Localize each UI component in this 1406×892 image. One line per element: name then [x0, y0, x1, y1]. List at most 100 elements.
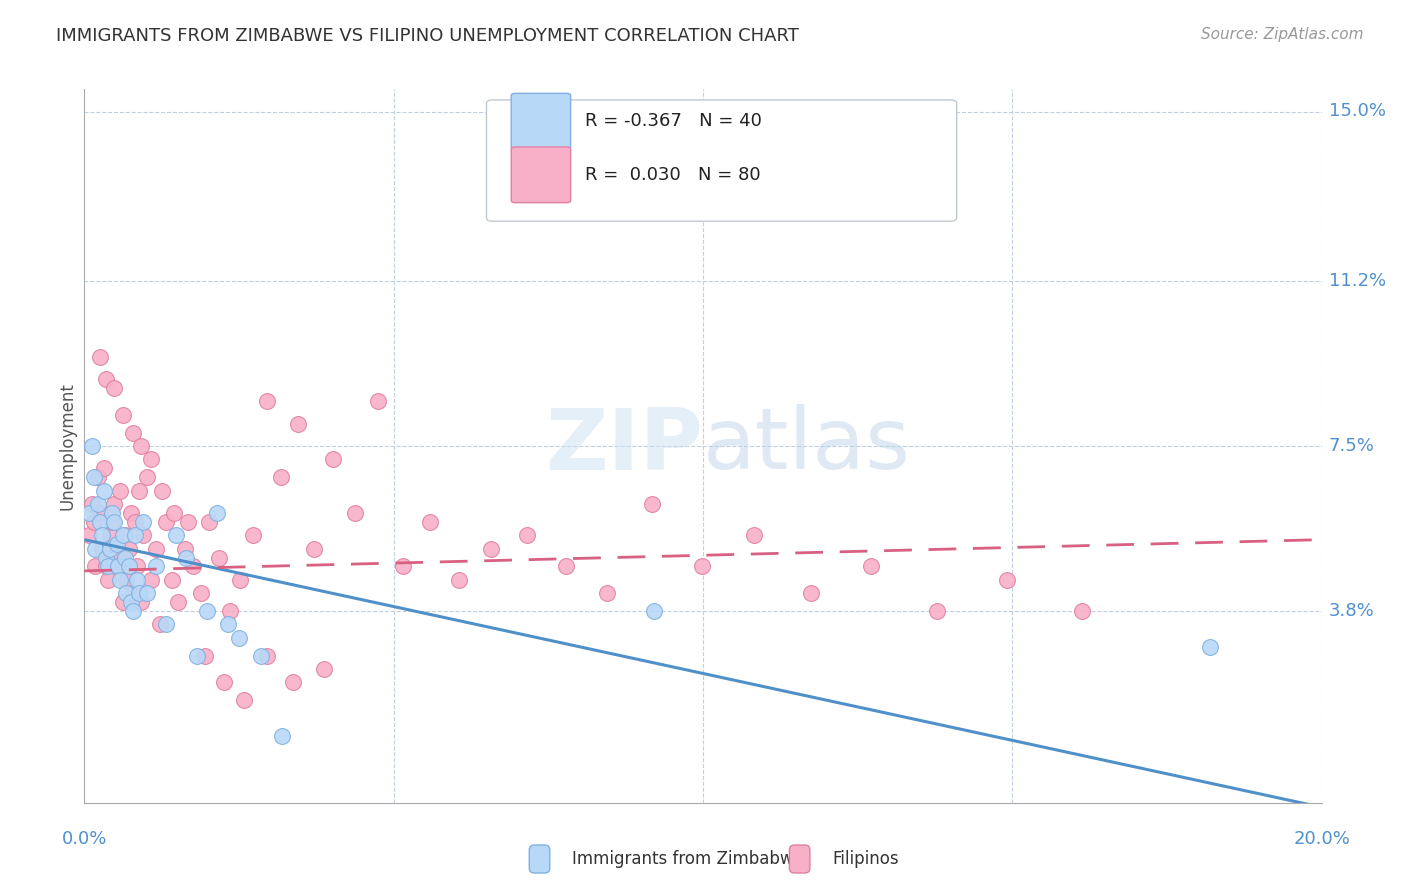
Point — [89, 515, 111, 529]
Point — [141, 573, 163, 587]
Point — [103, 515, 125, 529]
Point — [121, 586, 143, 600]
Text: 3.8%: 3.8% — [1329, 602, 1375, 620]
Point — [101, 506, 124, 520]
Point — [128, 483, 150, 498]
Point — [89, 506, 111, 520]
Point — [1199, 640, 1222, 654]
Point — [155, 617, 177, 632]
Point — [176, 550, 198, 565]
Point — [103, 497, 125, 511]
Point — [80, 497, 103, 511]
Point — [115, 586, 138, 600]
Point — [167, 595, 190, 609]
Point — [98, 541, 121, 556]
Point — [392, 559, 415, 574]
Text: atlas: atlas — [703, 404, 911, 488]
Point — [995, 573, 1018, 587]
Point — [596, 586, 619, 600]
Point — [101, 515, 124, 529]
Point — [641, 497, 664, 511]
Point — [860, 559, 883, 574]
Point — [125, 573, 148, 587]
Point — [84, 541, 107, 556]
Point — [322, 452, 344, 467]
Point — [107, 559, 129, 574]
Point — [114, 528, 136, 542]
Text: R =  0.030   N = 80: R = 0.030 N = 80 — [585, 166, 761, 184]
Point — [165, 528, 187, 542]
Y-axis label: Unemployment: Unemployment — [58, 382, 76, 510]
Point — [367, 394, 389, 409]
Point — [97, 559, 120, 574]
Point — [160, 573, 183, 587]
Point — [208, 550, 231, 565]
Point — [129, 439, 152, 453]
Point — [105, 537, 128, 551]
Point — [218, 604, 240, 618]
Point — [212, 675, 235, 690]
Point — [124, 528, 146, 542]
Point — [120, 506, 142, 520]
Point — [217, 617, 239, 632]
Text: Filipinos: Filipinos — [832, 850, 898, 868]
Point — [233, 693, 256, 707]
Point — [125, 559, 148, 574]
Point — [111, 528, 134, 542]
Point — [105, 550, 128, 565]
Point — [256, 394, 278, 409]
Point — [98, 528, 121, 542]
Point — [103, 381, 125, 395]
Point — [94, 550, 117, 565]
Text: Immigrants from Zimbabwe: Immigrants from Zimbabwe — [572, 850, 804, 868]
Point — [198, 515, 221, 529]
Point — [304, 541, 326, 556]
Point — [742, 528, 765, 542]
Point — [516, 528, 538, 542]
Point — [121, 604, 143, 618]
Point — [344, 506, 367, 520]
Point — [79, 528, 101, 542]
Point — [195, 604, 218, 618]
Point — [136, 470, 159, 484]
Point — [94, 372, 117, 386]
Text: 11.2%: 11.2% — [1329, 272, 1386, 290]
Point — [124, 515, 146, 529]
Point — [190, 586, 212, 600]
Point — [256, 648, 278, 663]
Point — [481, 541, 503, 556]
Text: 20.0%: 20.0% — [1294, 830, 1350, 847]
Point — [93, 483, 115, 498]
Text: 0.0%: 0.0% — [62, 830, 107, 847]
Point — [419, 515, 441, 529]
Point — [800, 586, 823, 600]
Point — [90, 528, 112, 542]
Point — [111, 408, 134, 422]
Point — [118, 541, 141, 556]
Point — [115, 573, 138, 587]
Point — [97, 573, 120, 587]
Point — [270, 470, 292, 484]
Point — [177, 515, 200, 529]
Point — [145, 559, 167, 574]
Point — [925, 604, 948, 618]
Point — [114, 550, 136, 565]
Point — [194, 648, 217, 663]
Point — [283, 675, 305, 690]
Point — [163, 506, 186, 520]
Point — [94, 559, 117, 574]
Point — [129, 595, 152, 609]
Text: Source: ZipAtlas.com: Source: ZipAtlas.com — [1201, 27, 1364, 42]
Point — [447, 573, 470, 587]
Point — [229, 573, 252, 587]
Point — [132, 528, 155, 542]
Point — [242, 528, 264, 542]
Point — [1070, 604, 1092, 618]
Point — [93, 461, 115, 475]
Point — [181, 559, 204, 574]
Point — [141, 452, 163, 467]
Point — [118, 559, 141, 574]
Point — [314, 662, 336, 676]
Point — [145, 541, 167, 556]
Point — [136, 586, 159, 600]
